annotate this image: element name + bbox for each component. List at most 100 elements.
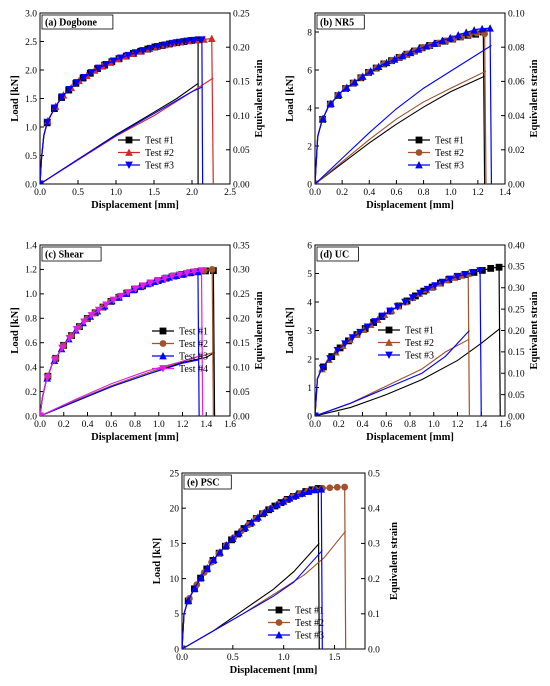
x-tick-label: 0.0 xyxy=(309,420,321,430)
series-3 xyxy=(315,24,494,184)
data-point xyxy=(374,62,383,71)
data-point xyxy=(326,484,334,492)
legend-marker xyxy=(159,352,167,360)
x-tick-label: 0.2 xyxy=(333,420,345,430)
data-point xyxy=(65,334,74,343)
data-point xyxy=(87,312,96,320)
strain-line xyxy=(40,86,203,184)
y2-tick-label: 0.00 xyxy=(508,412,525,422)
data-point xyxy=(197,267,206,275)
legend-marker xyxy=(125,161,133,169)
y2-tick-label: 0.30 xyxy=(508,284,525,294)
y2-tick-label: 0.00 xyxy=(233,412,250,422)
data-point xyxy=(254,513,262,521)
data-point xyxy=(190,268,198,276)
x-tick-label: 0.0 xyxy=(34,188,46,198)
data-point xyxy=(109,57,118,65)
data-point xyxy=(406,48,415,57)
data-point xyxy=(422,42,431,50)
x-axis-label: Displacement [mm] xyxy=(366,200,454,211)
y2-tick-label: 0.10 xyxy=(508,9,525,19)
data-point xyxy=(317,485,326,493)
x-axis-label: Displacement [mm] xyxy=(230,665,318,676)
x-tick-label: 1.5 xyxy=(148,188,160,198)
x-tick-label: 0.0 xyxy=(34,420,46,430)
data-point xyxy=(348,334,357,342)
data-point xyxy=(176,38,184,47)
data-point xyxy=(65,86,74,94)
y-tick-label: 6 xyxy=(307,66,312,76)
y2-tick-label: 0.05 xyxy=(233,146,250,156)
x-tick-label: 0.6 xyxy=(380,420,392,430)
data-point xyxy=(190,36,199,45)
y-tick-label: 20 xyxy=(170,505,180,515)
x-tick-label: 0.8 xyxy=(129,420,141,430)
data-point xyxy=(378,312,387,321)
data-point xyxy=(260,508,269,516)
y2-tick-label: 0.05 xyxy=(508,391,525,401)
y2-tick-label: 0.25 xyxy=(233,9,250,19)
y-axis-label: Load [kN] xyxy=(10,307,21,353)
legend-marker xyxy=(159,365,167,373)
legend-label: Test #3 xyxy=(179,352,208,363)
data-point xyxy=(198,36,206,44)
y-tick-label: 3 xyxy=(307,327,312,337)
strain-line xyxy=(315,330,470,416)
x-tick-label: 1.0 xyxy=(110,188,122,198)
y-tick-label: 15 xyxy=(170,540,180,550)
data-point xyxy=(495,263,503,271)
data-point xyxy=(209,555,218,564)
data-point xyxy=(315,412,319,416)
data-point xyxy=(279,497,288,505)
y-tick-label: 8 xyxy=(307,28,312,38)
legend-label: Test #1 xyxy=(295,606,324,617)
data-point xyxy=(478,24,486,33)
y2-tick-label: 0.20 xyxy=(233,44,250,54)
y-tick-label: 0.2 xyxy=(25,388,37,398)
y2-tick-label: 0.40 xyxy=(508,241,525,251)
y-tick-label: 0.8 xyxy=(25,315,37,325)
y2-tick-label: 0.06 xyxy=(508,78,525,88)
y2-tick-label: 0.35 xyxy=(508,263,525,273)
data-point xyxy=(431,282,439,290)
legend-marker xyxy=(415,161,423,169)
y-tick-label: 2.0 xyxy=(25,66,37,76)
chart-panel-3: 0.0 0.2 0.4 0.6 0.8 1.0 1.2 1.4 1.6 0.0 0.2 0.4 0.6 0… xyxy=(10,241,265,443)
y2-axis-label: Equivalent strain xyxy=(529,291,540,369)
data-point xyxy=(168,273,176,281)
data-point xyxy=(401,298,409,307)
data-point xyxy=(304,487,313,495)
data-point xyxy=(95,64,103,72)
panel-title: (a) Dogbone xyxy=(45,18,98,29)
data-point xyxy=(446,275,454,284)
data-point xyxy=(311,485,319,494)
data-point xyxy=(50,356,59,365)
data-point xyxy=(486,24,494,32)
load-line xyxy=(315,27,493,184)
data-point xyxy=(292,491,300,499)
data-point xyxy=(356,328,364,337)
legend-marker xyxy=(415,136,423,144)
x-tick-label: 0.5 xyxy=(227,653,239,663)
y-axis-label: Load [kN] xyxy=(285,75,296,121)
x-tick-label: 0.8 xyxy=(404,420,416,430)
series-3 xyxy=(315,267,484,416)
data-point xyxy=(50,104,59,112)
y2-axis-label: Equivalent strain xyxy=(254,291,265,369)
data-point xyxy=(102,61,111,69)
data-point xyxy=(153,277,162,285)
data-point xyxy=(139,47,147,55)
plot-area xyxy=(182,483,349,649)
data-point xyxy=(327,99,335,107)
data-point xyxy=(468,269,477,277)
data-point xyxy=(40,412,44,416)
panel-title-box xyxy=(316,14,365,30)
data-point xyxy=(423,285,432,294)
legend-marker xyxy=(125,148,133,156)
data-point xyxy=(366,67,375,75)
data-point xyxy=(208,266,216,273)
